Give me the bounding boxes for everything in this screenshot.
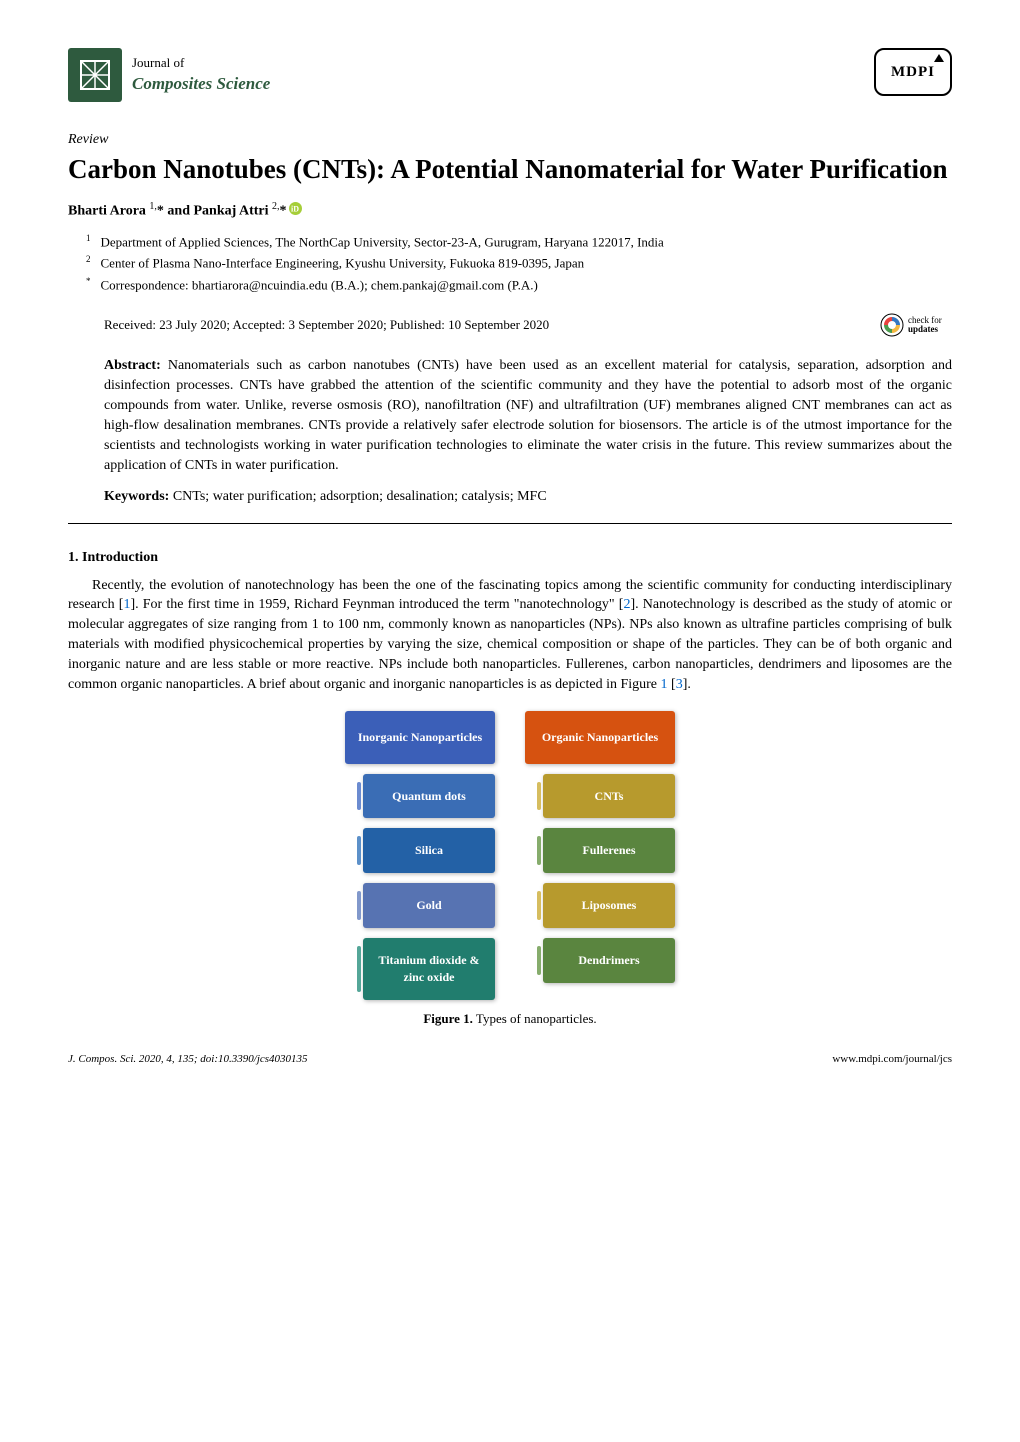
corr-sup: * — [86, 276, 91, 286]
figure-1-left-col: Inorganic Nanoparticles Quantum dots Sili… — [345, 711, 495, 1000]
journal-line2: Composites Science — [132, 72, 270, 96]
figure-box: Silica — [363, 828, 495, 873]
aff2-sup: 2 — [86, 254, 91, 264]
figure-box: Quantum dots — [363, 774, 495, 819]
figure-box: Dendrimers — [543, 938, 675, 983]
header: Journal of Composites Science MDPI — [68, 48, 952, 102]
check-updates-icon — [880, 313, 904, 337]
figure-1-right-col: Organic Nanoparticles CNTs Fullerenes Lipo… — [525, 711, 675, 1000]
orcid-icon[interactable] — [289, 202, 302, 215]
author-2-star: * — [280, 204, 287, 219]
para-1d: [ — [668, 677, 676, 692]
keywords-text: CNTs; water purification; adsorption; de… — [169, 489, 546, 504]
abstract-text: Nanomaterials such as carbon nanotubes (… — [104, 358, 952, 472]
aff2-text: Center of Plasma Nano-Interface Engineer… — [101, 255, 585, 270]
corr-text: Correspondence: bhartiarora@ncuindia.edu… — [101, 277, 538, 292]
abstract: Abstract: Nanomaterials such as carbon n… — [104, 356, 952, 475]
journal-line1: Journal of — [132, 54, 270, 72]
check-updates-text: check for updates — [908, 316, 942, 334]
figure-box: Gold — [363, 883, 495, 928]
para-1e: ]. — [683, 677, 691, 692]
figure-1-content: Inorganic Nanoparticles Quantum dots Sili… — [345, 711, 675, 1000]
figure-box: Titanium dioxide & zinc oxide — [363, 938, 495, 1000]
affiliation-2: 2 Center of Plasma Nano-Interface Enginee… — [86, 253, 952, 273]
para-1b: ]. For the first time in 1959, Richard F… — [130, 597, 623, 612]
keywords: Keywords: CNTs; water purification; adso… — [104, 487, 952, 507]
journal-title-block: Journal of Composites Science — [132, 54, 270, 96]
article-title: Carbon Nanotubes (CNTs): A Potential Nan… — [68, 153, 952, 187]
figure-box: CNTs — [543, 774, 675, 819]
figure-box: Fullerenes — [543, 828, 675, 873]
section-1-para-1: Recently, the evolution of nanotechnolog… — [68, 576, 952, 695]
mdpi-logo: MDPI — [874, 48, 952, 96]
figure-1-caption-label: Figure 1. — [423, 1011, 473, 1026]
ref-3-link[interactable]: 3 — [676, 677, 683, 692]
keywords-label: Keywords: — [104, 489, 169, 504]
authors-and: and Pankaj Attri — [164, 204, 272, 219]
journal-logo: Journal of Composites Science — [68, 48, 270, 102]
affiliation-1: 1 Department of Applied Sciences, The Nor… — [86, 232, 952, 252]
footer-url: www.mdpi.com/journal/jcs — [832, 1052, 952, 1067]
aff1-sup: 1 — [86, 233, 91, 243]
divider — [68, 523, 952, 524]
inorganic-head: Inorganic Nanoparticles — [345, 711, 495, 764]
check-for-updates-button[interactable]: check for updates — [880, 308, 952, 342]
author-1: Bharti Arora — [68, 204, 149, 219]
affiliations: 1 Department of Applied Sciences, The Nor… — [68, 232, 952, 295]
figure-box: Liposomes — [543, 883, 675, 928]
organic-head: Organic Nanoparticles — [525, 711, 675, 764]
correspondence: * Correspondence: bhartiarora@ncuindia.ed… — [86, 275, 952, 295]
journal-logo-icon — [68, 48, 122, 102]
section-1-heading: 1. Introduction — [68, 548, 952, 568]
abstract-label: Abstract: — [104, 358, 161, 373]
footer-citation: J. Compos. Sci. 2020, 4, 135; doi:10.339… — [68, 1052, 308, 1067]
figure-1-caption: Figure 1. Types of nanoparticles. — [423, 1010, 596, 1028]
author-1-sup: 1, — [149, 201, 157, 212]
composites-icon — [75, 55, 115, 95]
figure-1-caption-text: Types of nanoparticles. — [473, 1011, 597, 1026]
aff1-text: Department of Applied Sciences, The Nort… — [101, 234, 664, 249]
dates-row: Received: 23 July 2020; Accepted: 3 Sept… — [68, 308, 952, 342]
author-1-star: * — [157, 204, 164, 219]
figure-1-ref[interactable]: 1 — [661, 677, 668, 692]
check-updates-line2: updates — [908, 324, 938, 334]
author-2-sup: 2, — [272, 201, 280, 212]
article-type: Review — [68, 130, 952, 150]
figure-1: Inorganic Nanoparticles Quantum dots Sili… — [68, 711, 952, 1028]
authors: Bharti Arora 1,* and Pankaj Attri 2,* — [68, 200, 952, 221]
footer: J. Compos. Sci. 2020, 4, 135; doi:10.339… — [68, 1052, 952, 1067]
publication-dates: Received: 23 July 2020; Accepted: 3 Sept… — [104, 316, 549, 334]
